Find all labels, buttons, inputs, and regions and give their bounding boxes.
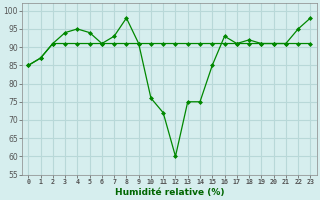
X-axis label: Humidité relative (%): Humidité relative (%) (115, 188, 224, 197)
